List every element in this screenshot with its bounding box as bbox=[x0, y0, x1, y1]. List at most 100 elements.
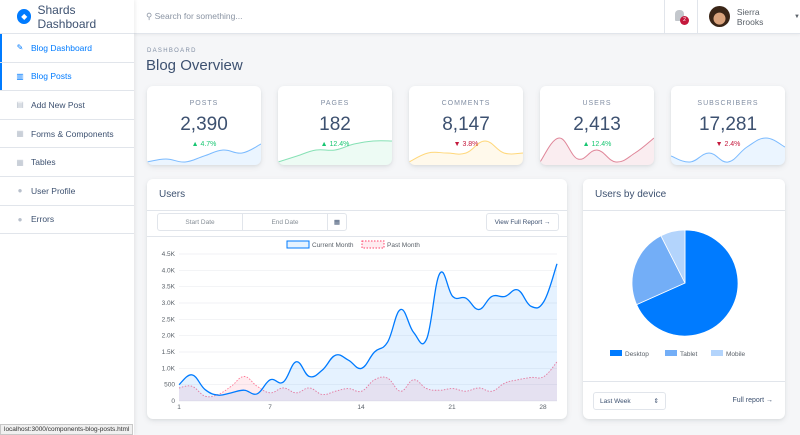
stat-card-comments: COMMENTS 8,147 ▼ 3.8% bbox=[409, 86, 523, 165]
stat-value: 17,281 bbox=[698, 114, 758, 135]
sidebar-item-label: Blog Posts bbox=[31, 71, 72, 82]
calendar-icon[interactable]: ▦ bbox=[327, 213, 347, 231]
x-tick-label: 28 bbox=[539, 404, 547, 411]
stat-card-subscribers: SUBSCRIBERS 17,281 ▼ 2.4% bbox=[671, 86, 785, 165]
sidebar-item-tables[interactable]: ▦ Tables bbox=[0, 148, 134, 177]
users-card: Users Start Date End Date ▦ View Full Re… bbox=[147, 179, 567, 419]
stat-value: 2,413 bbox=[573, 114, 621, 135]
legend-swatch bbox=[711, 350, 723, 356]
users-card-title: Users bbox=[147, 179, 567, 211]
pie-legend-label: Mobile bbox=[726, 351, 746, 358]
x-tick-label: 14 bbox=[357, 404, 365, 411]
page-title: Blog Overview bbox=[146, 57, 243, 74]
pencil-icon: ✎ bbox=[16, 43, 24, 53]
pie-slice-mobile bbox=[660, 229, 686, 284]
legend-swatch-current bbox=[286, 240, 310, 249]
sidebar-item-add-new-post[interactable]: ▤ Add New Post bbox=[0, 91, 134, 120]
y-tick-label: 3.5K bbox=[162, 284, 176, 291]
stat-label: PAGES bbox=[320, 100, 350, 107]
arrow-up-icon: ▲ bbox=[191, 141, 199, 148]
arrow-down-icon: ▼ bbox=[715, 141, 723, 148]
sidebar-item-label: Blog Dashboard bbox=[31, 42, 92, 53]
y-tick-label: 2.5K bbox=[162, 316, 176, 323]
y-tick-label: 4.0K bbox=[162, 267, 176, 274]
stat-card-users: USERS 2,413 ▲ 12.4% bbox=[540, 86, 654, 165]
legend-swatch bbox=[665, 350, 677, 356]
stat-label: COMMENTS bbox=[441, 100, 491, 107]
y-tick-label: 1.5K bbox=[162, 349, 176, 356]
sidebar-item-label: Errors bbox=[31, 214, 55, 225]
legend-label: Past Month bbox=[387, 242, 420, 249]
stat-change: ▼ 2.4% bbox=[671, 141, 785, 148]
y-tick-label: 0 bbox=[171, 398, 175, 405]
sparkline bbox=[540, 137, 654, 165]
logo-icon: ◆ bbox=[17, 9, 32, 24]
sidebar-item-blog-posts[interactable]: ▥ Blog Posts bbox=[0, 63, 134, 92]
legend-swatch-past bbox=[361, 240, 385, 249]
view-module-icon: ▦ bbox=[16, 129, 24, 139]
stat-label: SUBSCRIBERS bbox=[697, 100, 759, 107]
bell-icon bbox=[675, 10, 684, 21]
notifications-button[interactable]: 2 bbox=[664, 0, 698, 34]
series-area-0 bbox=[179, 263, 557, 401]
page-subtitle: DASHBOARD bbox=[147, 48, 197, 54]
start-date-input[interactable]: Start Date bbox=[157, 213, 243, 231]
x-tick-label: 1 bbox=[177, 404, 181, 411]
stat-label: USERS bbox=[582, 100, 612, 107]
range-select[interactable]: Last Week ⇕ bbox=[593, 392, 666, 410]
user-name: Sierra Brooks bbox=[736, 6, 764, 27]
columns-icon: ▥ bbox=[16, 71, 24, 81]
device-pie-chart: Desktop Tablet Mobile bbox=[610, 229, 746, 358]
legend-label: Current Month bbox=[312, 242, 354, 249]
stat-change-value: 4.7% bbox=[200, 141, 217, 148]
search-placeholder: Search for something... bbox=[154, 11, 243, 21]
status-bar-url: localhost:3000/components-blog-posts.htm… bbox=[0, 424, 134, 435]
sidebar-item-errors[interactable]: ● Errors bbox=[0, 206, 134, 235]
sidebar-item-blog-dashboard[interactable]: ✎ Blog Dashboard bbox=[0, 34, 134, 63]
pie-slice-desktop bbox=[636, 229, 739, 337]
sidebar-item-user-profile[interactable]: ● User Profile bbox=[0, 177, 134, 206]
arrow-up-icon: ▲ bbox=[320, 141, 328, 148]
sidebar-item-label: Forms & Components bbox=[31, 128, 114, 139]
full-report-link[interactable]: Full report → bbox=[732, 397, 773, 404]
stat-change-value: 3.8% bbox=[462, 141, 479, 148]
table-icon: ▦ bbox=[16, 157, 24, 167]
stat-label: POSTS bbox=[189, 100, 219, 107]
sparkline bbox=[409, 140, 523, 165]
brand[interactable]: ◆ Shards Dashboard bbox=[0, 0, 134, 34]
arrow-up-icon: ▲ bbox=[582, 141, 590, 148]
pie-legend-label: Tablet bbox=[680, 351, 698, 358]
sidebar-item-label: Tables bbox=[31, 157, 56, 168]
sidebar-item-label: User Profile bbox=[31, 185, 76, 196]
y-tick-label: 3.0K bbox=[162, 300, 176, 307]
series-line-0 bbox=[178, 263, 558, 396]
arrow-down-icon: ▼ bbox=[453, 141, 461, 148]
search-icon: ⚲ bbox=[146, 11, 155, 21]
stat-change: ▼ 3.8% bbox=[409, 141, 523, 148]
user-menu[interactable]: Sierra Brooks ▼ bbox=[709, 6, 800, 27]
pie-slice-tablet bbox=[631, 235, 686, 306]
stat-change-value: 12.4% bbox=[329, 141, 350, 148]
x-tick-label: 21 bbox=[448, 404, 456, 411]
y-tick-label: 1.0K bbox=[162, 365, 176, 372]
stat-change: ▲ 4.7% bbox=[147, 141, 261, 148]
pie-legend-label: Desktop bbox=[625, 351, 649, 358]
range-value: Last Week bbox=[600, 397, 631, 405]
sidebar: ◆ Shards Dashboard ✎ Blog Dashboard ▥ Blog P… bbox=[0, 0, 134, 435]
sparkline bbox=[147, 143, 261, 165]
notification-badge: 2 bbox=[680, 16, 689, 25]
stat-change-value: 12.4% bbox=[591, 141, 612, 148]
sort-icon: ⇕ bbox=[653, 398, 659, 405]
error-icon: ● bbox=[17, 214, 23, 224]
view-full-report-button[interactable]: View Full Report → bbox=[486, 213, 559, 231]
sidebar-item-label: Add New Post bbox=[31, 99, 85, 110]
stat-card-posts: POSTS 2,390 ▲ 4.7% bbox=[147, 86, 261, 165]
stat-card-pages: PAGES 182 ▲ 12.4% bbox=[278, 86, 392, 165]
app-title: Shards Dashboard bbox=[37, 2, 97, 31]
sidebar-item-forms-components[interactable]: ▦ Forms & Components bbox=[0, 120, 134, 149]
stat-value: 2,390 bbox=[180, 114, 228, 135]
device-card-title: Users by device bbox=[583, 179, 785, 211]
sparkline bbox=[278, 140, 392, 165]
search-input[interactable]: ⚲ Search for something... bbox=[146, 11, 242, 22]
